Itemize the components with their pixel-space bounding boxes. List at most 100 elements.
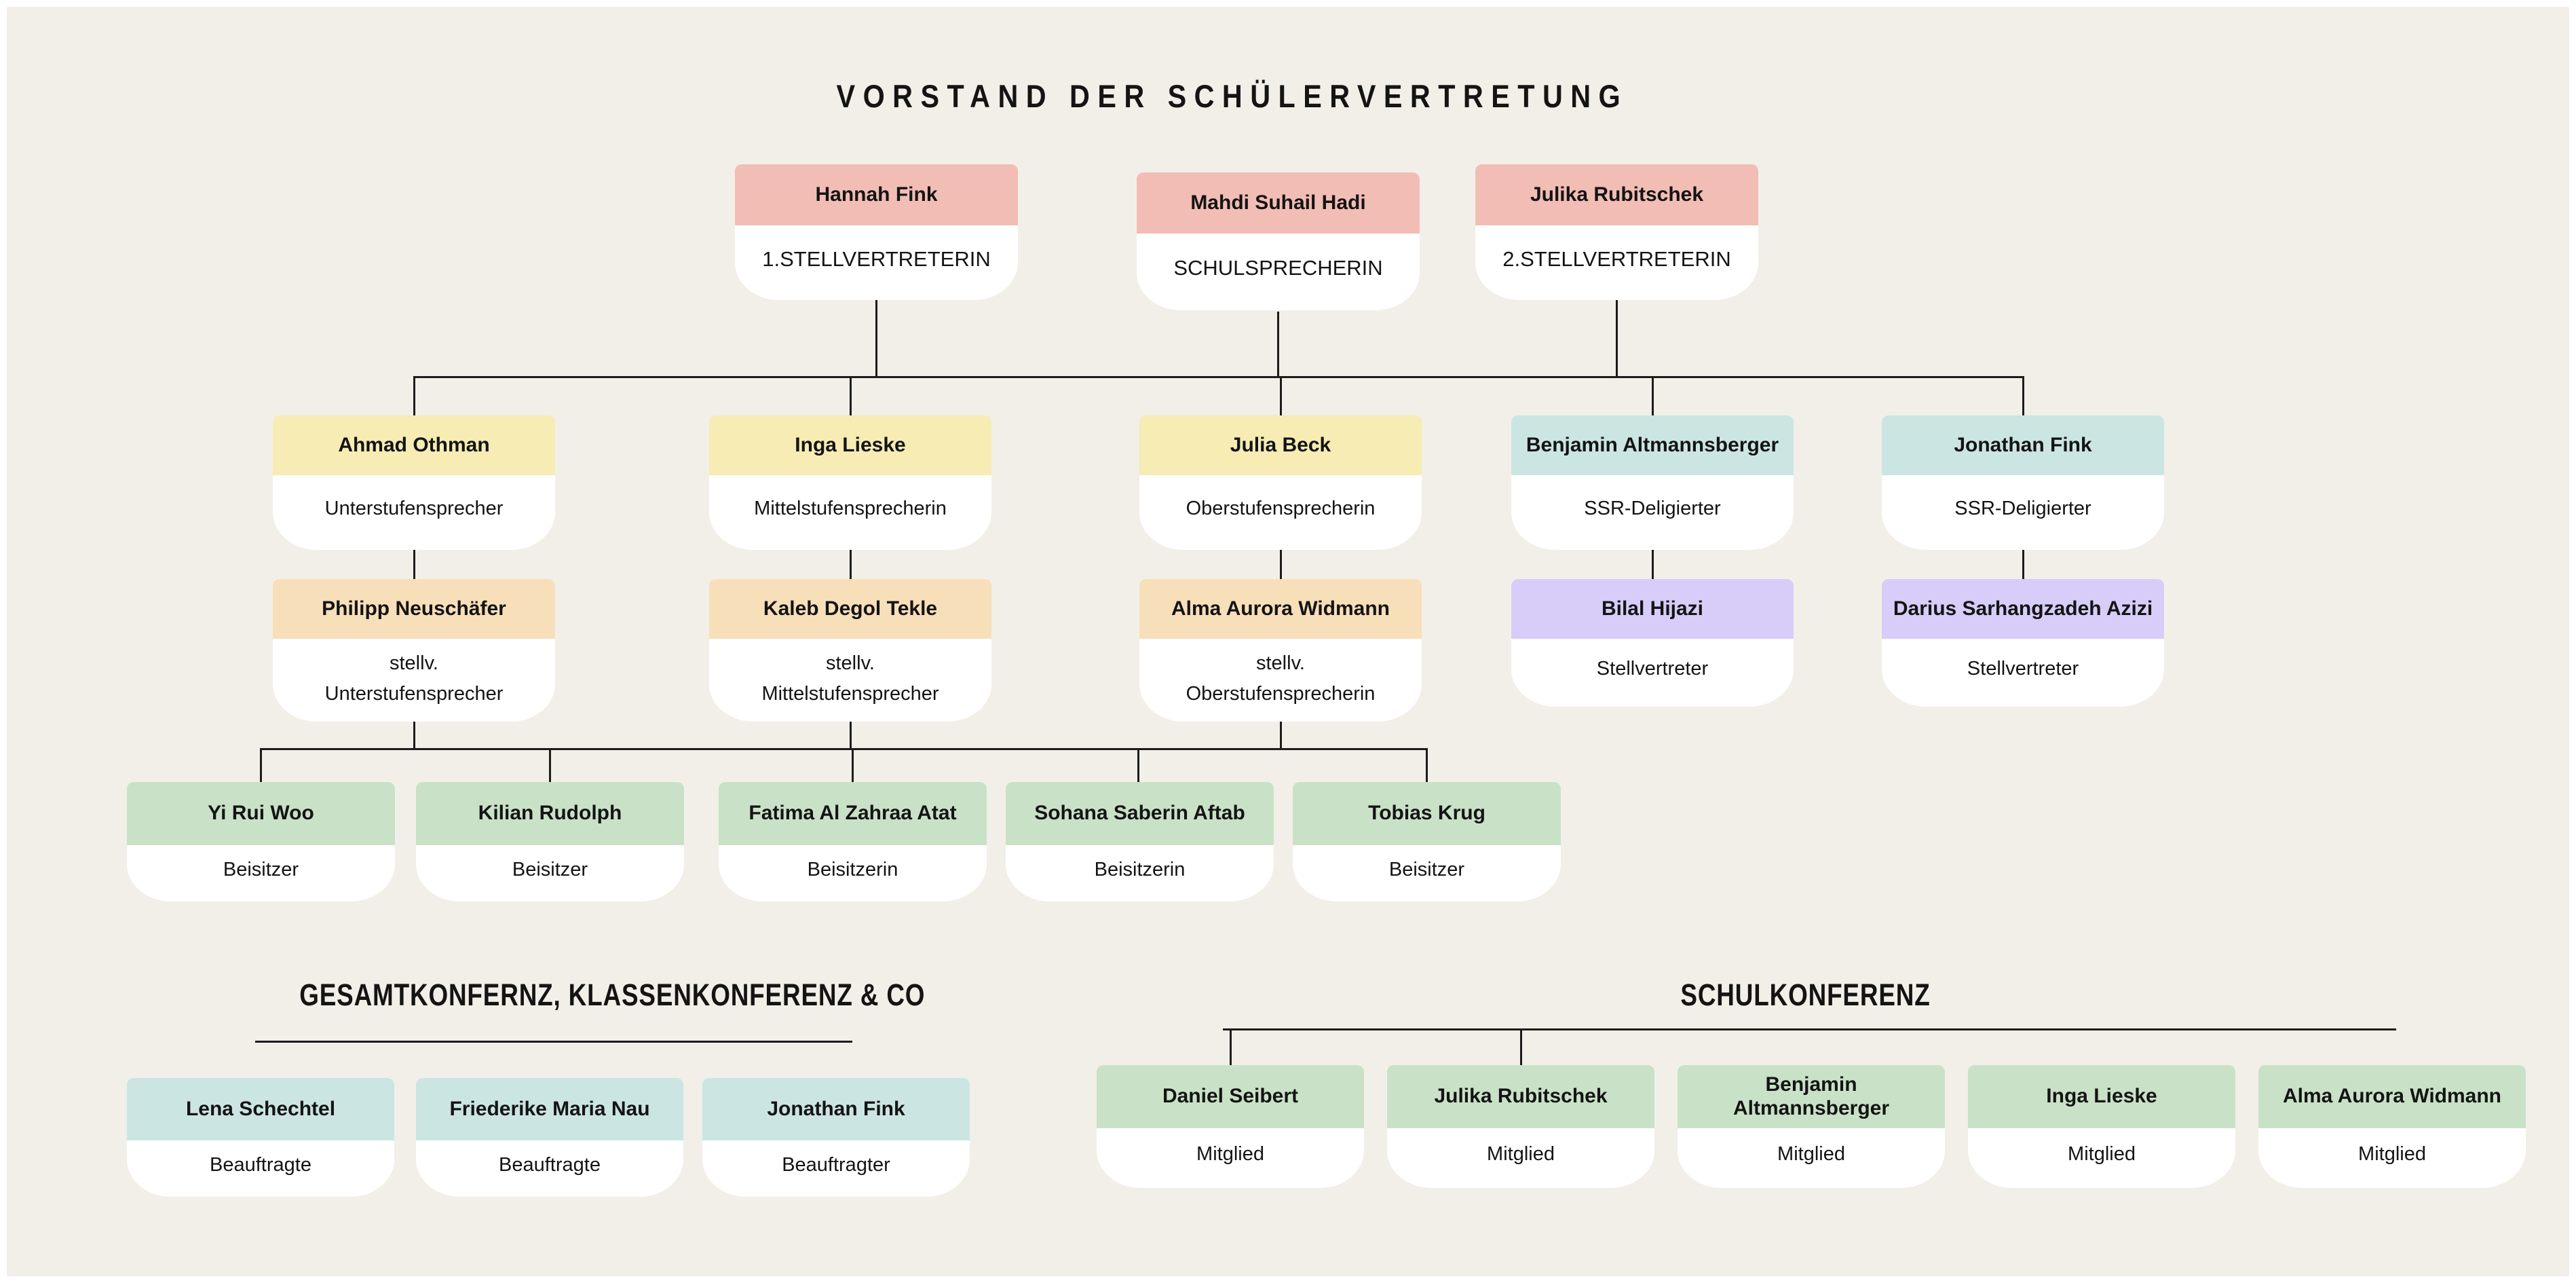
person-name: Darius Sarhangzadeh Azizi	[1893, 597, 2153, 620]
card-role-alma-aurora-widmann: Mitglied	[2258, 1128, 2526, 1188]
connector-line-vertical	[549, 748, 551, 783]
connector-line-vertical	[1277, 312, 1279, 377]
org-card-inga-lieske: Inga Lieske Mitglied	[1968, 1065, 2235, 1188]
card-role-philipp-neuscha-fer: stellv. Unterstufensprecher	[273, 639, 555, 722]
card-role-jonathan-fink: SSR-Deligierter	[1882, 475, 2164, 550]
connector-line-vertical	[1280, 376, 1282, 417]
org-card-darius-sarhangzadeh-azizi: Darius Sarhangzadeh Azizi Stellvertreter	[1882, 579, 2164, 707]
connector-line-vertical	[260, 748, 262, 783]
person-name: Jonathan Fink	[1954, 433, 2092, 456]
person-name: Benjamin Altmannsberger	[1526, 433, 1779, 456]
person-role: Beauftragte	[210, 1153, 311, 1176]
person-role: stellv. Unterstufensprecher	[324, 652, 504, 705]
card-role-kilian-rudolph: Beisitzer	[416, 845, 684, 901]
person-name: Kilian Rudolph	[478, 802, 622, 825]
person-role: Unterstufensprecher	[324, 498, 504, 520]
person-name: Jonathan Fink	[767, 1097, 905, 1120]
connector-line-vertical	[1280, 720, 1282, 750]
connector-line-vertical	[413, 720, 415, 750]
person-name: Julika Rubitschek	[1530, 183, 1704, 206]
person-name: Sohana Saberin Aftab	[1034, 802, 1245, 825]
person-role: Stellvertreter	[1967, 658, 2079, 680]
person-role: Beisitzer	[223, 858, 299, 880]
person-role: Beauftragter	[782, 1153, 890, 1176]
card-name-kilian-rudolph: Kilian Rudolph	[416, 782, 684, 845]
org-card-kaleb-degol-tekle: Kaleb Degol Tekle stellv. Mittelstufenspr…	[709, 579, 991, 722]
page-title-text: VORSTAND DER SCHÜLERVERTRETUNG	[836, 78, 1629, 114]
person-name: Benjamin Altmannsberger	[1732, 1073, 1890, 1119]
person-role: Beisitzerin	[1094, 858, 1186, 880]
org-card-julia-beck: Julia Beck Oberstufensprecherin	[1139, 415, 1422, 550]
connector-line-horizontal	[414, 376, 2023, 378]
connector-line-vertical	[850, 548, 852, 580]
org-card-bilal-hijazi: Bilal Hijazi Stellvertreter	[1511, 579, 1794, 707]
org-card-ahmad-othman: Ahmad Othman Unterstufensprecher	[273, 415, 555, 550]
card-name-darius-sarhangzadeh-azizi: Darius Sarhangzadeh Azizi	[1882, 579, 2164, 639]
connector-line-vertical	[1426, 748, 1428, 783]
org-card-hannah-fink: Hannah Fink 1.STELLVERTRETERIN	[735, 164, 1018, 300]
card-role-alma-aurora-widmann: stellv. Oberstufensprecherin	[1139, 639, 1422, 722]
card-role-darius-sarhangzadeh-azizi: Stellvertreter	[1882, 639, 2164, 707]
org-card-julika-rubitschek: Julika Rubitschek Mitglied	[1387, 1065, 1654, 1188]
connector-line-vertical	[2022, 376, 2024, 417]
org-card-alma-aurora-widmann: Alma Aurora Widmann Mitglied	[2258, 1065, 2526, 1188]
org-card-jonathan-fink: Jonathan Fink SSR-Deligierter	[1882, 415, 2164, 550]
card-name-benjamin-altmannsberger: Benjamin Altmannsberger	[1511, 415, 1794, 475]
connector-line-vertical	[2022, 548, 2024, 580]
org-card-fatima-al-zahraa-atat: Fatima Al Zahraa Atat Beisitzerin	[719, 782, 987, 901]
card-name-inga-lieske: Inga Lieske	[709, 415, 991, 475]
person-name: Hannah Fink	[815, 183, 938, 206]
connector-line-horizontal	[261, 748, 1426, 750]
person-role: 1.STELLVERTRETERIN	[762, 246, 991, 271]
card-role-kaleb-degol-tekle: stellv. Mittelstufensprecher	[709, 639, 991, 722]
card-role-tobias-krug: Beisitzer	[1293, 845, 1561, 901]
connector-line-vertical	[413, 548, 415, 580]
card-role-friederike-maria-nau: Beauftragte	[416, 1140, 683, 1197]
org-card-jonathan-fink: Jonathan Fink Beauftragter	[702, 1078, 970, 1197]
connector-line-vertical	[1230, 1030, 1232, 1066]
person-name: Inga Lieske	[795, 433, 906, 456]
card-name-julika-rubitschek: Julika Rubitschek	[1475, 164, 1758, 225]
org-card-tobias-krug: Tobias Krug Beisitzer	[1293, 782, 1561, 901]
card-name-friederike-maria-nau: Friederike Maria Nau	[416, 1078, 683, 1140]
card-name-jonathan-fink: Jonathan Fink	[702, 1078, 970, 1140]
person-role: stellv. Oberstufensprecherin	[1186, 652, 1376, 705]
person-name: Julika Rubitschek	[1434, 1085, 1608, 1108]
card-name-jonathan-fink: Jonathan Fink	[1882, 415, 2164, 475]
card-role-jonathan-fink: Beauftragter	[702, 1140, 970, 1197]
org-card-mahdi-suhail-hadi: Mahdi Suhail Hadi SCHULSPRECHERIN	[1137, 172, 1420, 310]
connector-line-vertical	[1137, 748, 1139, 783]
card-role-sohana-saberin-aftab: Beisitzerin	[1006, 845, 1274, 901]
person-role: 2.STELLVERTRETERIN	[1502, 246, 1731, 271]
connector-line-vertical	[850, 720, 852, 750]
person-name: Kaleb Degol Tekle	[763, 597, 938, 620]
person-name: Fatima Al Zahraa Atat	[749, 802, 957, 825]
org-card-philipp-neuscha-fer: Philipp Neuschäfer stellv. Unterstufenspr…	[273, 579, 555, 722]
person-name: Friederike Maria Nau	[449, 1097, 650, 1120]
card-name-kaleb-degol-tekle: Kaleb Degol Tekle	[709, 579, 991, 639]
page-title: VORSTAND DER SCHÜLERVERTRETUNG	[753, 77, 1711, 115]
card-role-mahdi-suhail-hadi: SCHULSPRECHERIN	[1137, 234, 1420, 310]
section-title-schulkonferenz: SCHULKONFERENZ	[1500, 978, 2110, 1013]
card-role-hannah-fink: 1.STELLVERTRETERIN	[735, 225, 1018, 300]
section-title-left-text: GESAMTKONFERNZ, KLASSENKONFERENZ & CO	[299, 978, 926, 1012]
card-role-bilal-hijazi: Stellvertreter	[1511, 639, 1794, 707]
card-name-julia-beck: Julia Beck	[1139, 415, 1422, 475]
person-role: Mitglied	[1487, 1143, 1555, 1166]
person-role: Mitglied	[2358, 1143, 2426, 1166]
card-name-tobias-krug: Tobias Krug	[1293, 782, 1561, 845]
person-name: Ahmad Othman	[338, 433, 490, 456]
person-role: Stellvertreter	[1596, 658, 1709, 680]
person-name: Julia Beck	[1230, 433, 1331, 456]
card-name-alma-aurora-widmann: Alma Aurora Widmann	[2258, 1065, 2526, 1128]
card-name-yi-rui-woo: Yi Rui Woo	[127, 782, 395, 845]
card-name-inga-lieske: Inga Lieske	[1968, 1065, 2235, 1128]
org-card-yi-rui-woo: Yi Rui Woo Beisitzer	[127, 782, 395, 901]
person-name: Daniel Seibert	[1162, 1085, 1299, 1108]
connector-line-vertical	[1616, 299, 1618, 377]
person-role: Beisitzer	[512, 858, 588, 880]
org-card-inga-lieske: Inga Lieske Mittelstufensprecherin	[709, 415, 991, 550]
card-role-julia-beck: Oberstufensprecherin	[1139, 475, 1422, 550]
card-role-julika-rubitschek: Mitglied	[1387, 1128, 1654, 1188]
